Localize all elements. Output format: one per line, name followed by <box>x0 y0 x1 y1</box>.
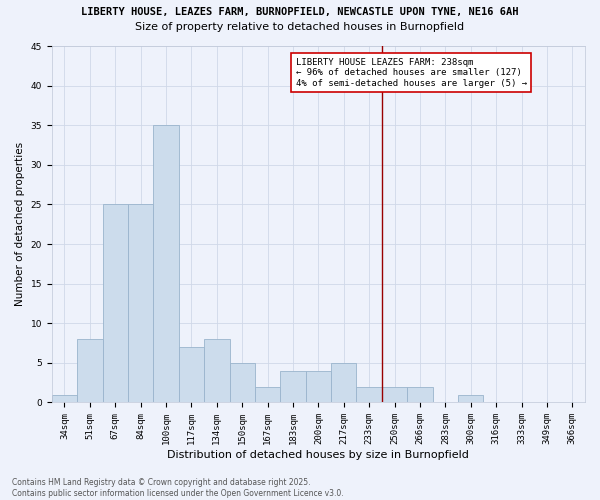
Y-axis label: Number of detached properties: Number of detached properties <box>15 142 25 306</box>
Bar <box>280 371 305 402</box>
Bar <box>204 339 230 402</box>
Bar <box>103 204 128 402</box>
Bar <box>458 394 484 402</box>
Bar <box>77 339 103 402</box>
Bar <box>255 386 280 402</box>
Bar <box>407 386 433 402</box>
Bar <box>179 347 204 403</box>
Bar <box>230 363 255 403</box>
Bar <box>154 125 179 402</box>
Text: Size of property relative to detached houses in Burnopfield: Size of property relative to detached ho… <box>136 22 464 32</box>
Text: LIBERTY HOUSE, LEAZES FARM, BURNOPFIELD, NEWCASTLE UPON TYNE, NE16 6AH: LIBERTY HOUSE, LEAZES FARM, BURNOPFIELD,… <box>81 8 519 18</box>
Text: Contains HM Land Registry data © Crown copyright and database right 2025.
Contai: Contains HM Land Registry data © Crown c… <box>12 478 344 498</box>
Text: LIBERTY HOUSE LEAZES FARM: 238sqm
← 96% of detached houses are smaller (127)
4% : LIBERTY HOUSE LEAZES FARM: 238sqm ← 96% … <box>296 58 527 88</box>
Bar <box>382 386 407 402</box>
Bar <box>128 204 154 402</box>
Bar <box>331 363 356 403</box>
Bar <box>52 394 77 402</box>
X-axis label: Distribution of detached houses by size in Burnopfield: Distribution of detached houses by size … <box>167 450 469 460</box>
Bar <box>356 386 382 402</box>
Bar <box>305 371 331 402</box>
